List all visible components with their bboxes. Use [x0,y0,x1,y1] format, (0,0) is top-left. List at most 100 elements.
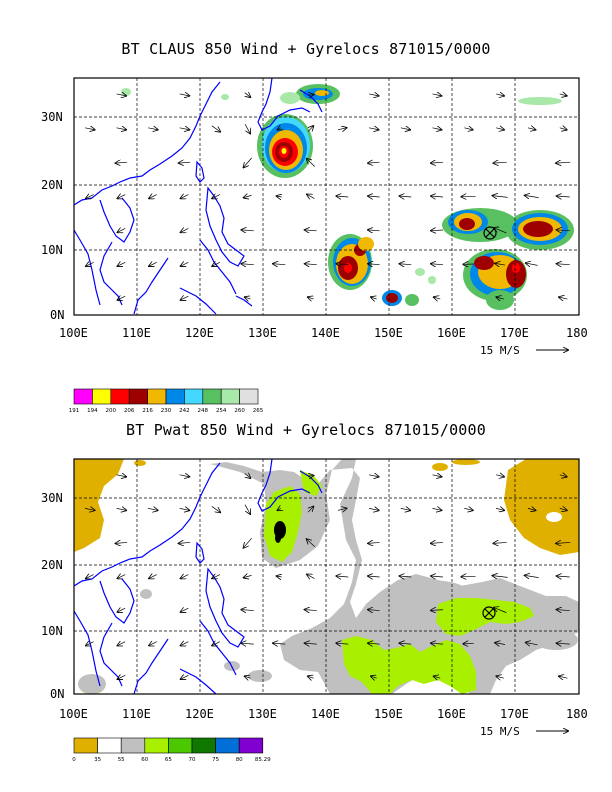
wind-vector [179,94,190,96]
lon-tick-150e-2: 150E [374,707,403,721]
lat-tick-0n: 0N [50,308,64,322]
wind-vector [493,196,508,198]
wind-vector [433,441,442,443]
wind-vector [181,228,189,232]
lon-tick-160e-2: 160E [437,707,466,721]
wind-vector [368,94,379,96]
wind-vector [559,94,567,96]
lon-tick-130e-2: 130E [248,707,277,721]
colorbar1-label: 191 [69,408,80,414]
wind-vector [431,230,443,231]
wind-vector [368,508,379,510]
wind-vector [118,296,126,300]
wind-vector [368,162,380,163]
panel1-lat-axis: 30N 20N 10N 0N [41,110,64,322]
wind-vector [434,297,441,299]
wind-vector [273,264,286,265]
colorbar1-swatch [110,388,130,405]
wind-vector [496,508,504,510]
wind-vector [181,642,189,646]
wind-vector [368,643,380,644]
lon-tick-120e-2: 120E [185,707,214,721]
wind-vector [556,542,571,543]
wind-vector [525,575,539,577]
panel2-map: 30N 20N 10N 0N 100E 110E 120E 130E 140E … [41,441,601,763]
wind-vector [244,157,252,168]
wind-vector [588,576,601,577]
wind-vector [306,60,316,62]
wind-vector [336,576,349,577]
wind-vector [244,123,250,133]
wind-vector [368,230,380,231]
wind-vector [211,506,220,512]
wind-vector [495,643,506,645]
wind-vector [557,610,570,611]
lon-tick-110e-2: 110E [122,707,151,721]
panel2-lon-axis: 100E 110E 120E 130E 140E 150E 160E 170E … [59,707,588,721]
wind-vector [278,128,281,130]
wind-vector [116,128,127,130]
wind-vector [337,60,347,62]
wind-vector [368,610,380,611]
wind-vector [243,441,253,443]
wind-vector [149,575,157,579]
wind-vector [181,296,189,300]
wind-vector [85,60,95,62]
wind-vector [278,508,281,510]
lon-tick-150e: 150E [374,326,403,340]
wind-vector [180,441,190,443]
panel1-wind-vectors [85,60,601,300]
colorbar1-label: 254 [216,408,227,414]
wind-vector [401,441,410,443]
wind-vector [148,441,158,443]
wind-vector [116,542,128,543]
wind-vector [244,504,250,514]
convective-cluster-west [328,234,436,306]
pwat-moist-regions [78,459,579,694]
panel1-shading [121,84,574,310]
colorbar2-label: 70 [189,757,196,763]
colorbar2-label: 35 [94,757,101,763]
colorbar2-swatch [238,737,264,754]
wind-vector [400,128,410,130]
gyre-marker [483,226,497,240]
wind-vector [241,264,254,265]
wind-vector [434,676,441,678]
wind-vector [559,128,567,130]
wind-vector [495,263,506,265]
wind-vector [496,128,504,130]
colorbar1-label: 260 [234,408,245,414]
pwat-dry-regions [74,459,579,555]
wind-vector [85,441,95,443]
wind-vector [149,642,157,646]
wind-vector [118,575,126,579]
lon-tick-180: 180 [566,326,588,340]
wind-vector [179,475,190,477]
wind-vector [245,297,251,299]
wind-vector [307,95,313,96]
wind-vector [118,195,126,199]
wind-vector [588,196,601,197]
colorbar1-swatch [202,388,222,405]
colorbar1-swatch [220,388,240,405]
wind-vector [496,94,504,96]
wind-vector [493,576,508,578]
wind-vector [118,642,126,646]
wind-vector [117,60,127,62]
wind-vector [305,610,317,611]
wind-vector [212,195,221,199]
wind-vector [181,195,189,199]
wind-vector [244,537,252,548]
wind-vector [245,474,250,479]
wind-vector [464,508,472,510]
wind-vector [557,196,570,197]
wind-vector [148,60,158,62]
wind-vector [560,60,567,62]
wind-vector [431,264,443,265]
lon-tick-160e: 160E [437,326,466,340]
panel2-title: BT Pwat 850 Wind + Gyrelocs 871015/0000 [126,421,486,439]
colorbar2-label: 60 [141,757,148,763]
panel1-scale-label: 15 M/S [480,344,520,357]
wind-vector [401,60,410,62]
panel2-coastline [74,459,323,694]
